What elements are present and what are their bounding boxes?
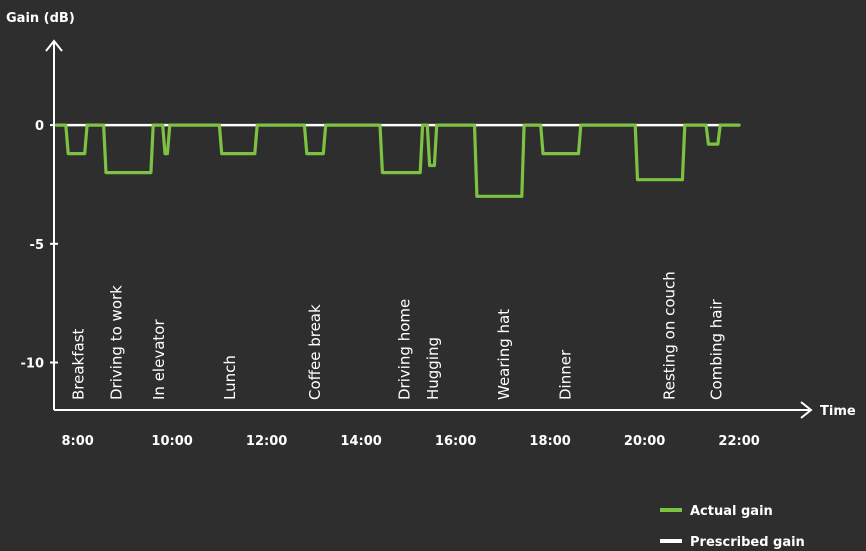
event-label-breakfast: Breakfast	[70, 328, 88, 400]
y-axis-label: Gain (dB)	[6, 11, 75, 26]
series-lines	[54, 123, 741, 198]
x-tick-label: 10:00	[151, 434, 192, 449]
legend-label-prescribed-gain: Prescribed gain	[690, 535, 805, 550]
event-label-resting-on-couch: Resting on couch	[660, 271, 678, 400]
legend-item-actual-gain: Actual gain	[660, 504, 773, 519]
event-label-lunch: Lunch	[221, 355, 239, 400]
event-label-hugging: Hugging	[424, 337, 442, 400]
x-tick-label: 14:00	[340, 434, 381, 449]
x-tick-label: 18:00	[529, 434, 570, 449]
event-label-combing-hair: Combing hair	[708, 298, 726, 400]
series-line-actual-gain	[54, 123, 741, 198]
axes	[45, 39, 813, 419]
event-labels: Breakfast Driving to work In elevator Lunch…	[70, 271, 726, 400]
legend-label-actual-gain: Actual gain	[690, 504, 773, 519]
x-tick-label: 12:00	[246, 434, 287, 449]
x-tick-label: 20:00	[624, 434, 665, 449]
event-label-dinner: Dinner	[556, 349, 574, 400]
event-label-driving-home: Driving home	[396, 299, 414, 400]
y-tick-label: 0	[35, 119, 44, 134]
legend-item-prescribed-gain: Prescribed gain	[660, 535, 805, 550]
y-tick-label: -5	[30, 238, 44, 253]
y-axis-arrow-icon	[45, 39, 63, 52]
x-axis-label: Time	[820, 404, 856, 419]
y-ticks: 0 -5 -10	[21, 119, 58, 372]
event-label-coffee-break: Coffee break	[306, 304, 324, 400]
y-tick-label: -10	[21, 357, 45, 372]
event-label-in-elevator: In elevator	[150, 319, 168, 400]
x-ticks: 8:00 10:00 12:00 14:00 16:00 18:00 20:00 22:00	[61, 434, 759, 449]
x-tick-label: 22:00	[718, 434, 759, 449]
x-axis-arrow-icon	[800, 401, 813, 419]
x-tick-label: 16:00	[435, 434, 476, 449]
legend: Actual gain Prescribed gain	[660, 504, 805, 550]
x-tick-label: 8:00	[61, 434, 93, 449]
event-label-driving-to-work: Driving to work	[107, 285, 125, 400]
event-label-wearing-hat: Wearing hat	[495, 309, 513, 400]
